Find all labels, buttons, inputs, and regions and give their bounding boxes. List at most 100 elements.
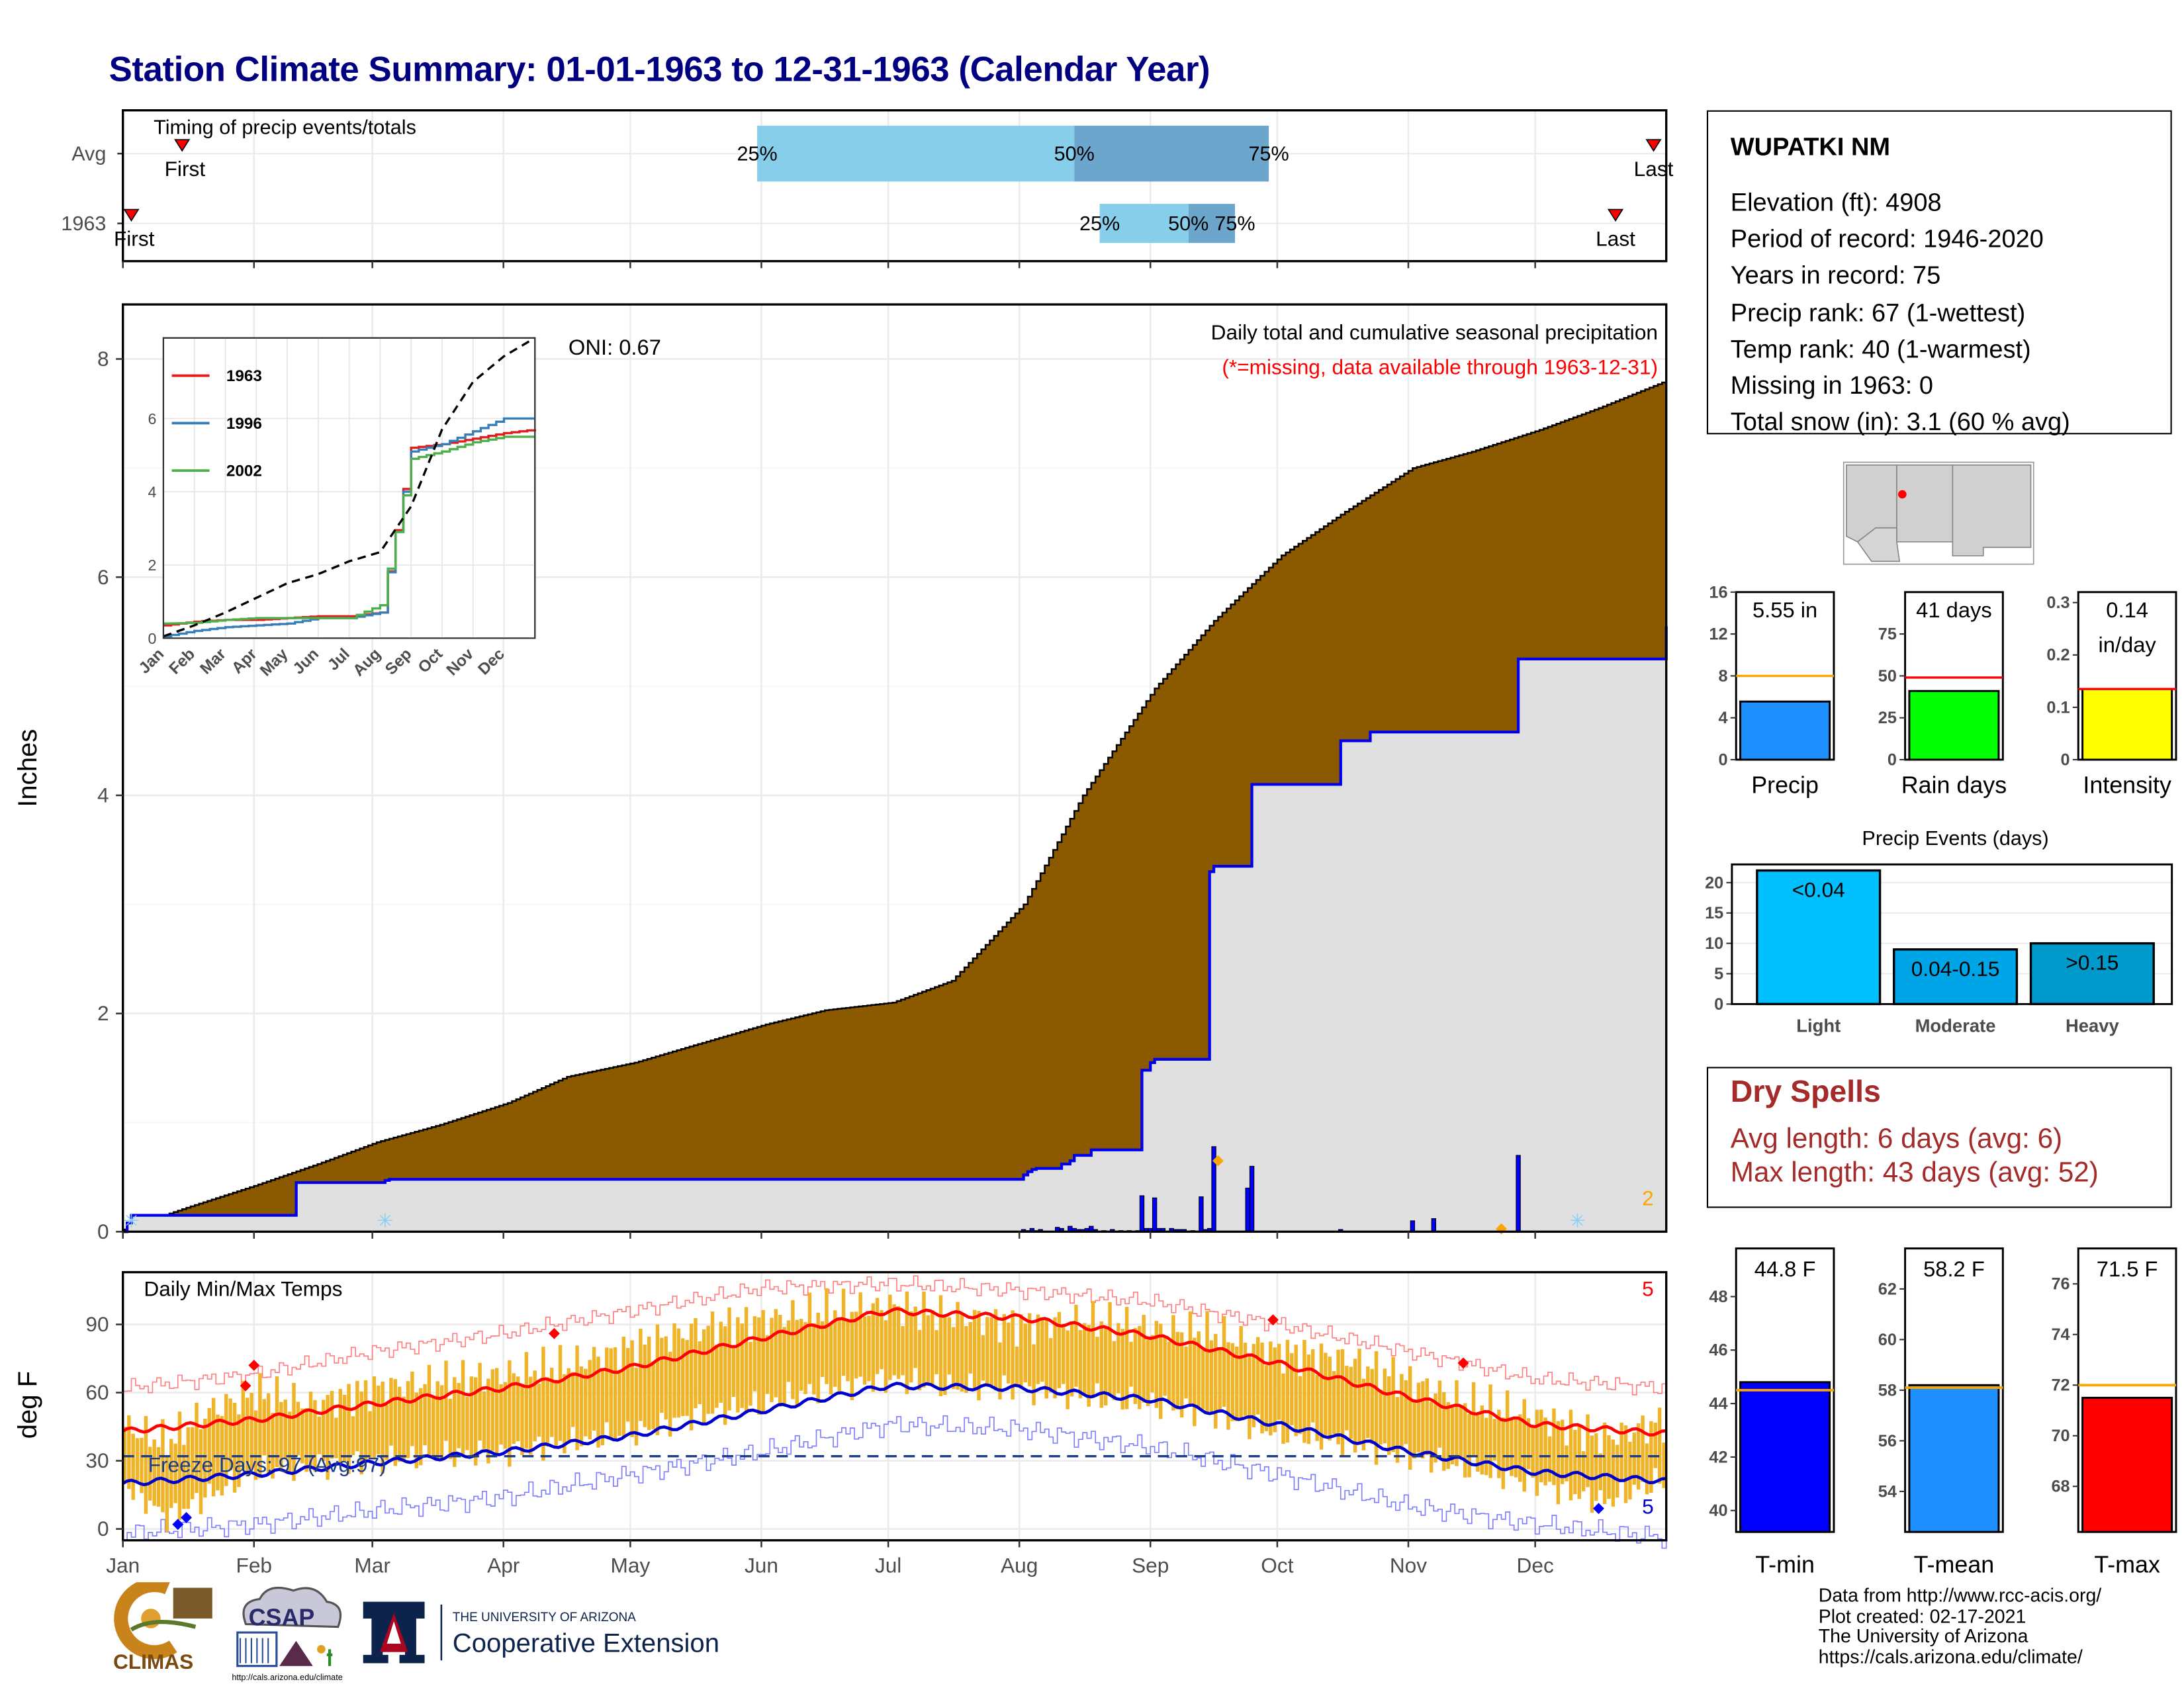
temps-daily-bar [1590,1435,1594,1513]
inset-y-tick-label: 4 [148,484,156,501]
temps-daily-bar [752,1316,757,1392]
temps-daily-bar [1632,1432,1637,1485]
temps-x-tick-label: Sep [1132,1553,1169,1577]
temps-x-tick-label: Mar [354,1553,390,1577]
temps-daily-bar [1277,1343,1281,1420]
temp-summary-y-tick-label: 56 [1878,1432,1897,1450]
temps-daily-bar [1476,1415,1480,1472]
timing-label-q25: 25% [737,143,777,165]
temps-daily-bar [1112,1341,1116,1400]
temps-daily-bar [203,1418,207,1498]
temps-daily-bar [199,1429,203,1515]
temps-daily-bar [1290,1353,1294,1425]
temps-daily-bar [778,1315,782,1407]
temps-daily-bar [351,1416,355,1456]
temps-daily-bar [1446,1401,1450,1469]
temps-daily-bar [148,1446,152,1501]
events-y-tick-label: 10 [1705,934,1723,953]
temps-x-tick-label: Dec [1517,1553,1554,1577]
temps-daily-bar [736,1317,740,1413]
temps-daily-bar [1492,1419,1497,1461]
temps-daily-bar [423,1384,427,1446]
csap-logo: CSAP http://cals.arizona.edu/climate [229,1582,349,1683]
temps-daily-bar [799,1319,803,1391]
temps-daily-bar [1662,1443,1666,1488]
temps-daily-bar [1163,1335,1167,1396]
temps-daily-bar [1124,1307,1129,1409]
temps-daily-bar [1353,1358,1357,1453]
temps-daily-bar [228,1398,232,1470]
temps-chart: Daily Min/Max Temps Freeze Days: 97 (Avg:… [13,1270,1668,1577]
temps-daily-bar [1543,1417,1547,1486]
temps-daily-bar [1501,1417,1505,1490]
temps-normal-min-line [122,1382,1666,1487]
temps-daily-bar [275,1376,279,1467]
temps-daily-bar [1218,1347,1222,1410]
timing-bar-q50-q75 [1074,125,1269,182]
temps-daily-bar [1370,1368,1374,1445]
temps-daily-bar [1522,1399,1526,1492]
temps-daily-bar [592,1347,596,1431]
temps-daily-bar [1311,1349,1315,1423]
temps-daily-bar [968,1321,972,1374]
temp-summary-y-tick-label: 62 [1878,1280,1897,1298]
precip-y-tick-label: 4 [97,783,109,807]
summary-bar-intensity [2081,688,2173,761]
temps-daily-bar [1214,1333,1218,1429]
temps-x-tick-label: Feb [236,1553,273,1577]
temps-daily-bar [1146,1339,1150,1406]
temp-summary-y-tick-label: 54 [1878,1482,1897,1501]
temps-daily-bar [596,1356,600,1448]
temps-daily-bar [563,1374,567,1454]
temps-daily-bar [880,1310,884,1370]
temps-daily-bar [372,1376,377,1459]
precip-daily-bar [1199,1196,1204,1232]
temps-daily-bar [795,1319,799,1405]
temps-daily-bar [140,1437,144,1493]
temps-daily-bar [550,1367,554,1437]
temps-daily-bar [457,1382,461,1448]
temps-daily-bar [1171,1315,1175,1411]
temps-x-tick-label: Oct [1261,1553,1293,1577]
temps-daily-bar [169,1439,173,1508]
temps-daily-bar [1328,1356,1332,1441]
temps-daily-bar [567,1368,570,1443]
temps-daily-bar [892,1304,896,1376]
events-y-tick-label: 20 [1705,873,1723,892]
temps-daily-bar [850,1312,854,1400]
temps-daily-bar [626,1348,630,1422]
temps-daily-bar [1569,1409,1573,1501]
temps-daily-bar [1379,1390,1383,1445]
temps-daily-bar [909,1311,913,1383]
temps-daily-bar [770,1317,774,1402]
temps-daily-bar [634,1367,639,1446]
temps-daily-bar [1222,1316,1226,1407]
precip-daily-bar [1249,1165,1255,1232]
temps-daily-bar [584,1368,588,1437]
inset-series-line-2002 [163,435,535,625]
temps-daily-bar [977,1311,981,1401]
temps-daily-bar [1526,1418,1531,1470]
temps-daily-bar [377,1385,381,1454]
temps-y-axis-label: deg F [13,1371,42,1439]
temps-daily-bar [1602,1422,1607,1505]
events-x-tick-label: Light [1796,1016,1841,1036]
temps-daily-bar [512,1373,516,1445]
temps-daily-bar [508,1360,512,1467]
temps-daily-bar [381,1381,385,1474]
temps-daily-bar [1505,1390,1510,1470]
dry-spells-max: Max length: 43 days (avg: 52) [1730,1157,2099,1188]
temps-daily-bar [1188,1311,1193,1407]
temps-daily-bar [1255,1337,1260,1415]
temps-daily-bar [453,1377,457,1467]
timing-first-label: First [165,157,206,181]
temps-daily-bar [486,1378,490,1464]
temps-daily-bar [1184,1346,1188,1399]
temps-daily-bar [1645,1443,1649,1495]
temps-daily-bar [368,1411,372,1458]
events-y-tick-label: 0 [1714,995,1723,1014]
temps-freeze-annotation: Freeze Days: 97 (Avg:97) [148,1452,387,1476]
temps-daily-bar [1108,1302,1112,1395]
temps-x-tick-label: Nov [1390,1553,1427,1577]
